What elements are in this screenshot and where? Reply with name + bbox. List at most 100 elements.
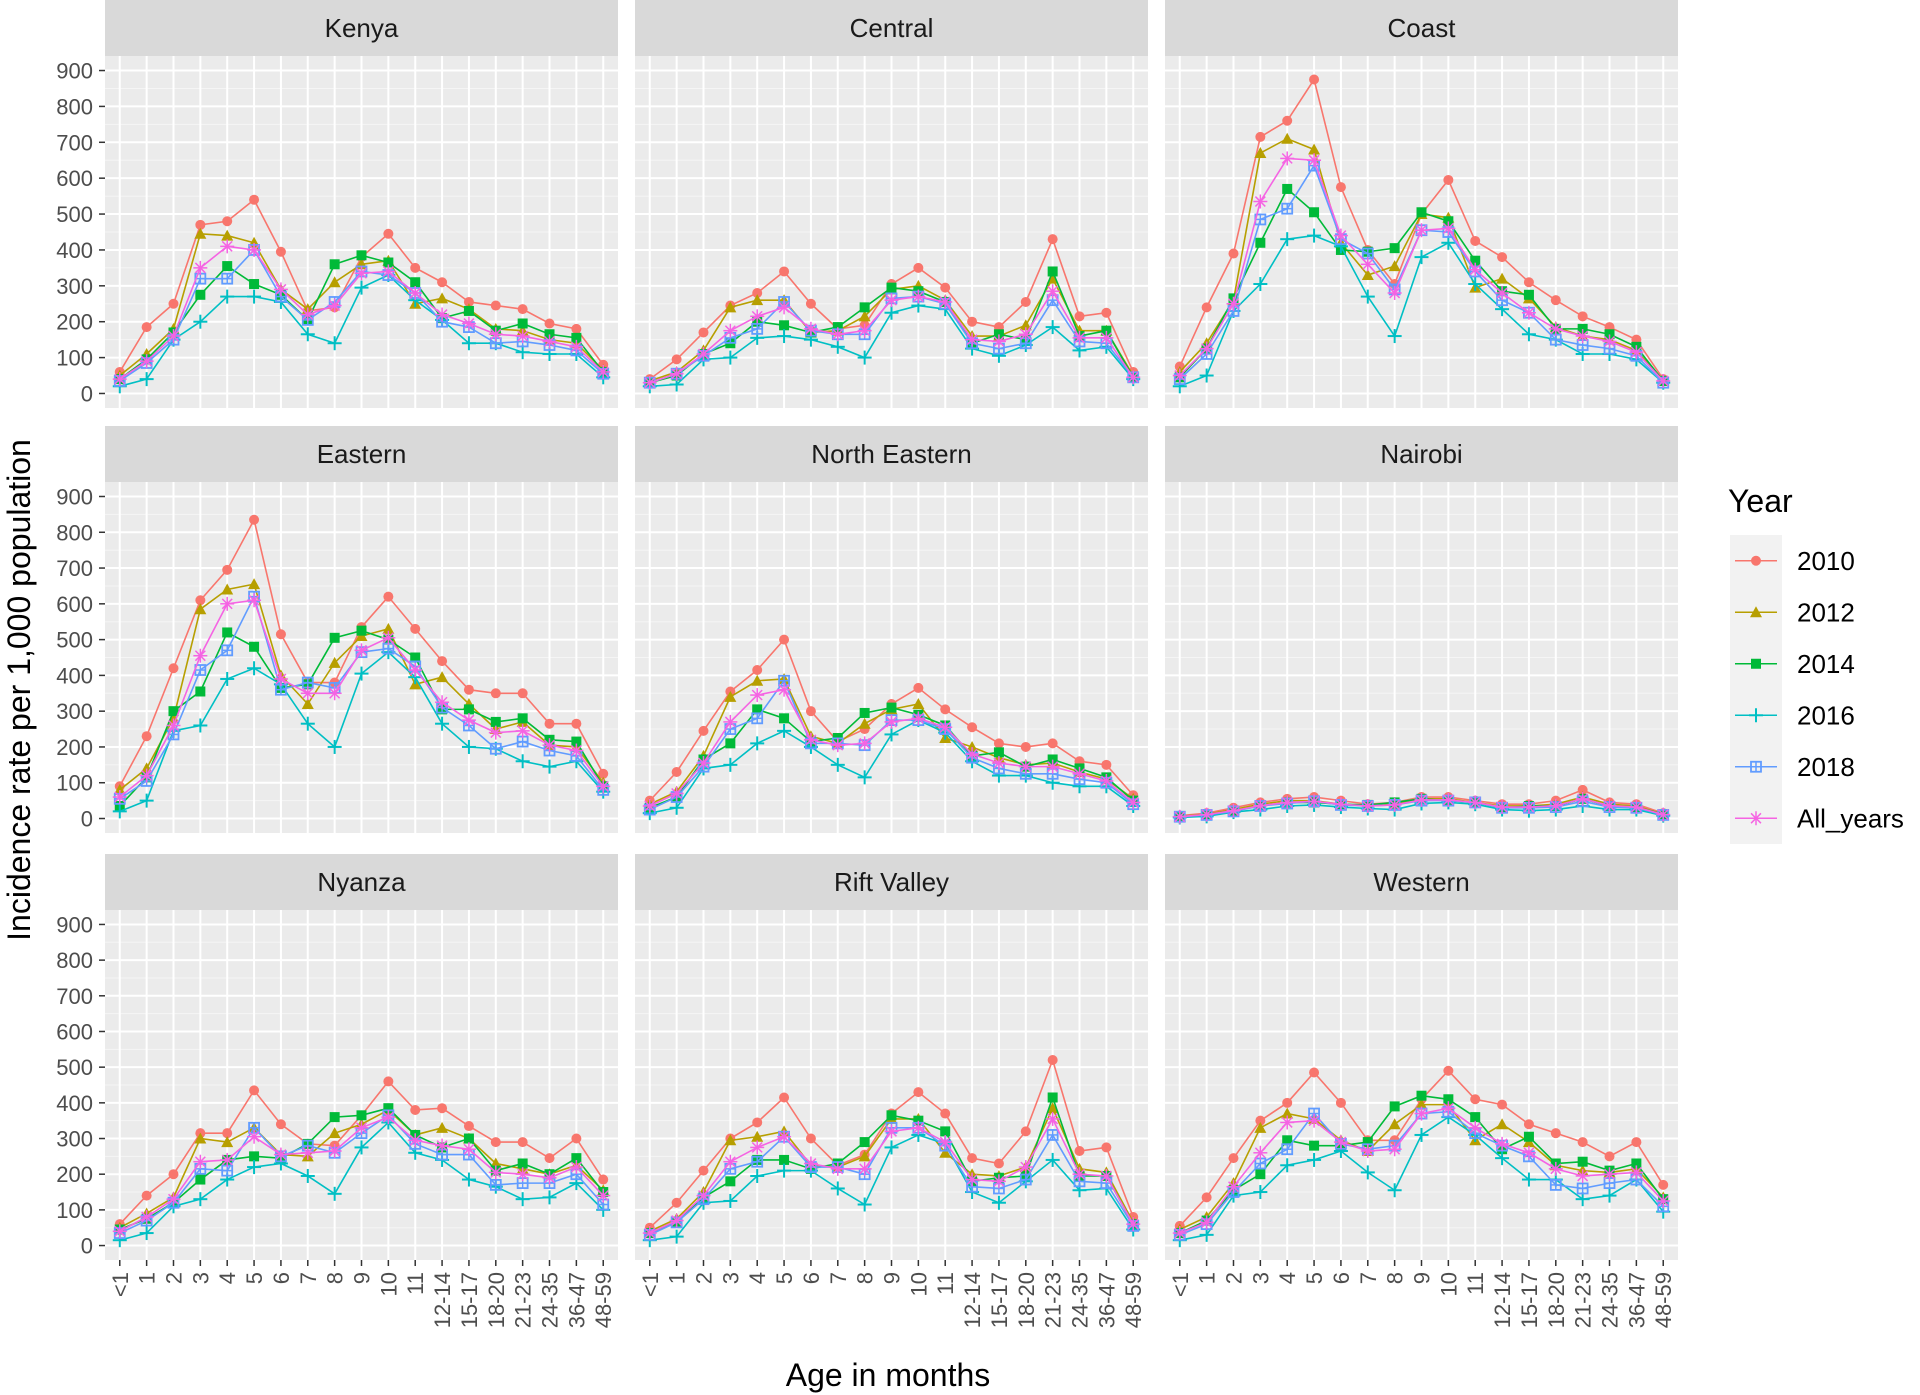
data-point	[1045, 1111, 1060, 1126]
data-point	[301, 698, 314, 710]
data-point	[1495, 285, 1510, 300]
data-point	[1101, 307, 1112, 318]
data-point	[1468, 1120, 1483, 1135]
data-point	[1045, 759, 1060, 774]
facet-strip	[105, 426, 618, 482]
data-point	[1333, 797, 1348, 812]
data-point	[967, 1153, 978, 1164]
y-tick-label: 500	[56, 1055, 93, 1080]
data-point	[750, 309, 765, 324]
data-point	[1495, 1136, 1510, 1151]
data-point	[965, 1172, 980, 1187]
x-tick-label: 9	[350, 1272, 375, 1284]
data-point	[1656, 373, 1671, 388]
grid	[1165, 482, 1678, 833]
data-point	[751, 1155, 764, 1168]
data-point	[1307, 153, 1322, 168]
y-tick-label: 600	[56, 592, 93, 617]
data-point	[724, 301, 737, 313]
data-point	[300, 327, 315, 342]
data-point	[1631, 1137, 1642, 1148]
data-point	[777, 682, 792, 697]
x-tick-label: 4	[1275, 1272, 1300, 1284]
data-point	[436, 1121, 449, 1133]
data-point	[248, 578, 261, 590]
data-point	[1172, 809, 1187, 824]
legend-key-icon	[1751, 555, 1761, 566]
data-point	[752, 287, 763, 298]
data-point	[195, 219, 206, 230]
panel-coast: Coast	[1165, 0, 1678, 408]
y-tick-label: 100	[56, 1198, 93, 1223]
data-point	[1254, 147, 1267, 159]
x-tick-label: 18-20	[484, 1272, 509, 1328]
legend-key-icon	[1750, 606, 1762, 618]
data-point	[542, 738, 557, 753]
data-point	[328, 276, 341, 288]
data-point	[1101, 1142, 1112, 1153]
data-point	[857, 736, 872, 751]
x-tick-label: 7	[826, 1272, 851, 1284]
data-point	[1602, 798, 1617, 813]
data-point	[1172, 1226, 1187, 1241]
data-point	[596, 1188, 611, 1203]
panels: Kenya0100200300400500600700800900Central…	[56, 0, 1678, 1328]
data-point	[857, 323, 872, 338]
data-point	[913, 1115, 924, 1126]
data-point	[1253, 194, 1268, 209]
data-point	[461, 1172, 476, 1187]
x-tick-label: 3	[1248, 1272, 1273, 1284]
data-point	[940, 282, 951, 293]
data-point	[1468, 277, 1483, 292]
data-point	[1228, 1153, 1239, 1164]
data-point	[857, 1161, 872, 1176]
data-point	[991, 1174, 1006, 1189]
facet-strip	[1165, 0, 1678, 56]
data-point	[166, 1192, 181, 1207]
x-tick-label: 4	[745, 1272, 770, 1284]
data-point	[993, 1158, 1004, 1169]
data-point	[752, 704, 763, 715]
data-point	[1470, 255, 1481, 266]
data-point	[463, 1121, 474, 1132]
data-point	[490, 1137, 501, 1148]
data-point	[830, 327, 845, 342]
data-point	[777, 300, 792, 315]
data-point	[857, 350, 872, 365]
facet-label: Eastern	[317, 439, 407, 469]
data-point	[356, 625, 367, 636]
legend-item-2014: 2014	[1730, 638, 1855, 690]
data-point	[410, 652, 421, 663]
data-point	[1307, 1113, 1322, 1128]
data-point	[168, 1169, 179, 1180]
data-point	[1074, 1146, 1085, 1157]
y-tick-label: 300	[56, 1127, 93, 1152]
data-point	[1255, 1169, 1266, 1180]
data-point	[805, 298, 816, 309]
data-point	[1047, 1092, 1058, 1103]
data-point	[1468, 262, 1483, 277]
data-point	[382, 622, 395, 634]
data-point	[669, 1229, 684, 1244]
data-point	[1495, 800, 1510, 815]
y-tick-label: 800	[56, 520, 93, 545]
data-point	[596, 364, 611, 379]
data-point	[669, 1213, 684, 1228]
x-tick-label: 36-47	[564, 1272, 589, 1328]
data-point	[1362, 1137, 1373, 1148]
x-tick-label: 24-35	[538, 1272, 563, 1328]
data-point	[858, 310, 871, 322]
data-point	[779, 1092, 790, 1103]
data-point	[273, 1147, 288, 1162]
x-tick-label: 12-14	[960, 1272, 985, 1328]
data-point	[273, 671, 288, 686]
facet-label: Nairobi	[1380, 439, 1462, 469]
series-all-years	[112, 593, 611, 805]
data-point	[461, 1142, 476, 1157]
data-point	[193, 1192, 208, 1207]
x-tick-label: 10	[906, 1272, 931, 1296]
data-point	[1656, 1193, 1671, 1208]
data-point	[300, 716, 315, 731]
data-point	[436, 292, 449, 304]
